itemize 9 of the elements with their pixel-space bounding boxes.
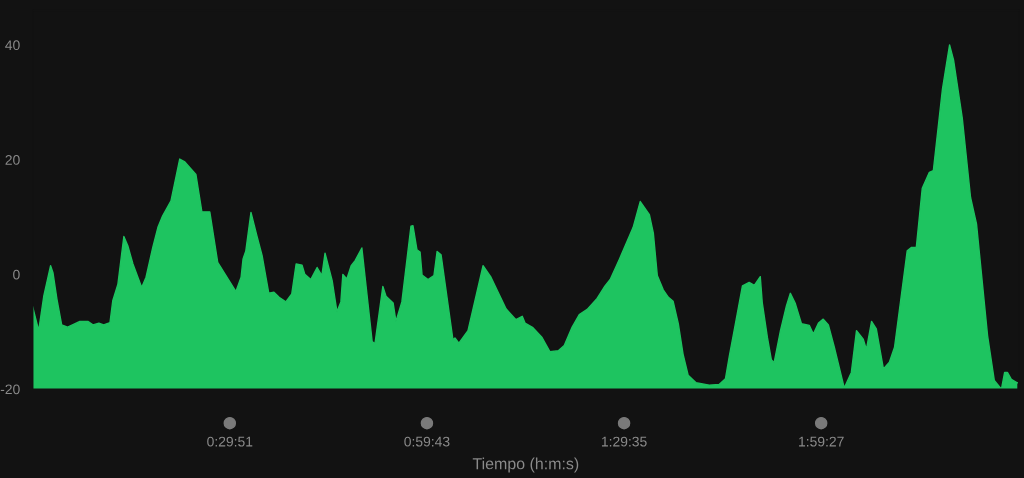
x-tick-label: 0:29:51	[207, 436, 253, 447]
x-tick-label: 0:59:43	[404, 436, 450, 447]
y-tick-label: 0	[13, 269, 20, 280]
y-tick-label: 20	[5, 154, 20, 165]
y-tick-label: -20	[0, 384, 20, 395]
x-tick-label: 1:59:27	[799, 436, 844, 447]
x-axis-title: Tiempo (h:m:s)	[472, 457, 579, 473]
y-tick-label: 40	[5, 40, 20, 51]
x-tick-label: 1:29:35	[601, 436, 647, 447]
